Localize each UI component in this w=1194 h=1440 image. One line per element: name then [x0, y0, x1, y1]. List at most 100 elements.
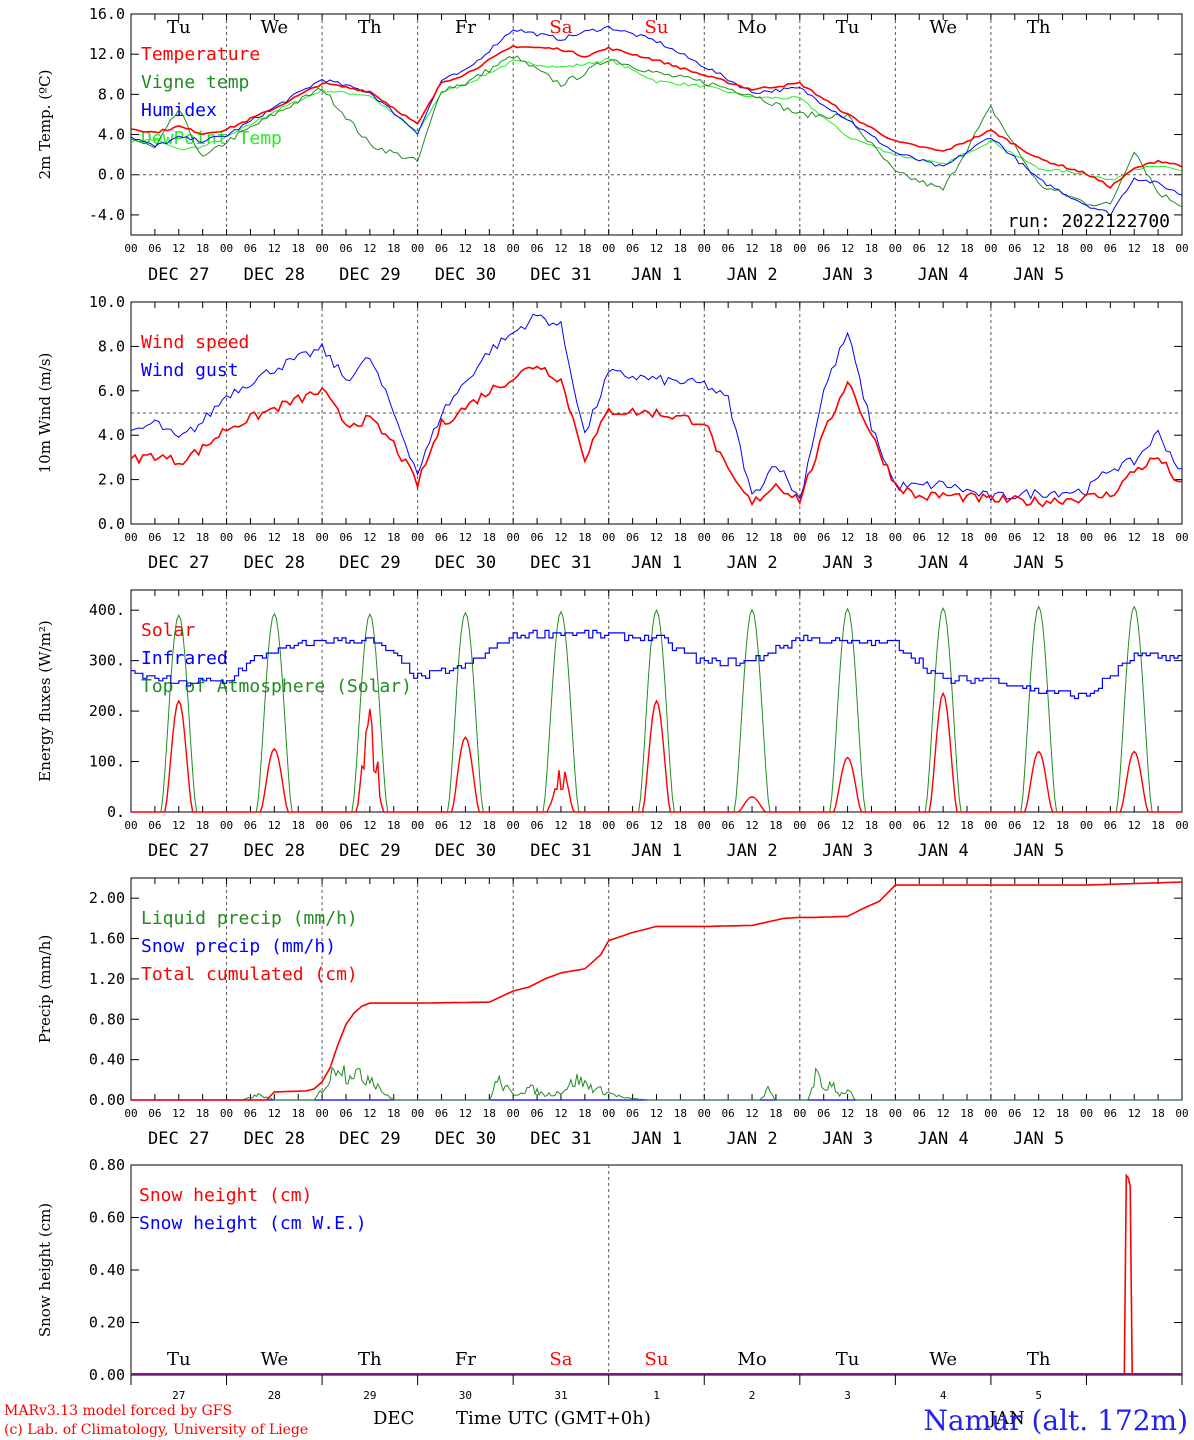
- date-label: JAN 1: [631, 553, 682, 573]
- hour-tick-label: 00: [698, 531, 711, 544]
- hour-tick-label: 06: [626, 242, 639, 255]
- weekday-label: Tu: [836, 17, 860, 38]
- date-label: JAN 3: [822, 841, 873, 861]
- hour-tick-label: 00: [698, 819, 711, 832]
- hour-tick-label: 18: [865, 242, 878, 255]
- month-label-jan: JAN: [987, 1408, 1025, 1429]
- hour-tick-label: 12: [172, 819, 185, 832]
- hour-tick-label: 06: [1008, 242, 1021, 255]
- hour-tick-label: 18: [865, 1107, 878, 1120]
- y-tick-label: -4.0: [89, 206, 125, 224]
- hour-tick-label: 06: [1008, 1107, 1021, 1120]
- hour-tick-label: 06: [244, 531, 257, 544]
- hour-tick-label: 06: [435, 819, 448, 832]
- hour-tick-label: 00: [1080, 1107, 1093, 1120]
- day-number-label: 5: [1035, 1389, 1042, 1402]
- legend-entry: Snow precip (mm/h): [141, 936, 336, 957]
- legend-entry: Wind gust: [141, 360, 239, 381]
- hour-tick-label: 18: [674, 242, 687, 255]
- hour-tick-label: 18: [769, 531, 782, 544]
- day-number-label: 29: [363, 1389, 376, 1402]
- hour-tick-label: 06: [1104, 819, 1117, 832]
- y-axis-label: 2m Temp. (ºC): [36, 70, 54, 180]
- hour-tick-label: 12: [459, 819, 472, 832]
- legend-entry: Snow height (cm): [139, 1185, 312, 1206]
- y-tick-label: 8.0: [98, 337, 125, 355]
- hour-tick-label: 00: [411, 242, 424, 255]
- hour-tick-label: 00: [411, 1107, 424, 1120]
- hour-tick-label: 06: [817, 531, 830, 544]
- legend-entry: Infrared: [141, 648, 228, 669]
- hour-tick-label: 12: [937, 819, 950, 832]
- hour-tick-label: 06: [626, 531, 639, 544]
- hour-tick-label: 06: [722, 242, 735, 255]
- hour-tick-label: 18: [196, 531, 209, 544]
- date-label: DEC 27: [148, 553, 209, 573]
- hour-tick-label: 06: [1008, 531, 1021, 544]
- hour-tick-label: 18: [674, 819, 687, 832]
- hour-tick-label: 06: [722, 819, 735, 832]
- hour-tick-label: 18: [578, 819, 591, 832]
- date-label: JAN 4: [918, 553, 969, 573]
- date-label: DEC 28: [244, 265, 305, 285]
- hour-tick-label: 12: [172, 531, 185, 544]
- hour-tick-label: 12: [459, 1107, 472, 1120]
- weekday-label: Th: [1027, 17, 1051, 38]
- weekday-label: Mo: [737, 17, 766, 38]
- hour-tick-label: 18: [483, 242, 496, 255]
- hour-tick-label: 00: [602, 1107, 615, 1120]
- hour-tick-label: 12: [363, 242, 376, 255]
- hour-tick-label: 12: [745, 242, 758, 255]
- hour-tick-label: 00: [507, 1107, 520, 1120]
- hour-tick-label: 18: [674, 1107, 687, 1120]
- hour-tick-label: 06: [530, 531, 543, 544]
- hour-tick-label: 12: [363, 531, 376, 544]
- hour-tick-label: 12: [172, 242, 185, 255]
- date-label: JAN 4: [918, 1129, 969, 1149]
- hour-tick-label: 18: [292, 242, 305, 255]
- hour-tick-label: 18: [960, 531, 973, 544]
- hour-tick-label: 06: [339, 242, 352, 255]
- hour-tick-label: 18: [1151, 819, 1164, 832]
- legend-entry: Liquid precip (mm/h): [141, 908, 358, 929]
- hour-tick-label: 06: [435, 1107, 448, 1120]
- y-tick-label: 0.40: [89, 1261, 125, 1279]
- y-tick-label: 6.0: [98, 382, 125, 400]
- hour-tick-label: 00: [315, 531, 328, 544]
- model-credit: MARv3.13 model forced by GFS: [4, 1403, 232, 1419]
- hour-tick-label: 12: [650, 531, 663, 544]
- hour-tick-label: 06: [530, 1107, 543, 1120]
- hour-tick-label: 06: [244, 1107, 257, 1120]
- hour-tick-label: 18: [1151, 1107, 1164, 1120]
- hour-tick-label: 06: [913, 242, 926, 255]
- hour-tick-label: 12: [841, 242, 854, 255]
- day-number-label: 31: [554, 1389, 567, 1402]
- hour-tick-label: 06: [1104, 1107, 1117, 1120]
- hour-tick-label: 00: [889, 242, 902, 255]
- hour-tick-label: 06: [817, 242, 830, 255]
- date-label: DEC 30: [435, 841, 496, 861]
- hour-tick-label: 12: [268, 242, 281, 255]
- y-tick-label: 0.0: [98, 515, 125, 533]
- hour-tick-label: 06: [339, 531, 352, 544]
- y-tick-label: 12.0: [89, 45, 125, 63]
- hour-tick-label: 12: [937, 1107, 950, 1120]
- hour-tick-label: 06: [722, 1107, 735, 1120]
- weekday-label: Sa: [549, 1349, 572, 1370]
- hour-tick-label: 06: [817, 819, 830, 832]
- date-label: JAN 1: [631, 1129, 682, 1149]
- hour-tick-label: 12: [650, 242, 663, 255]
- date-label: JAN 5: [1013, 841, 1064, 861]
- panel-3: 400. 300. 200. 100. 0. Energy fluxes (W/m²) 00…: [36, 589, 1189, 861]
- hour-tick-label: 18: [387, 242, 400, 255]
- y-tick-label: 0.80: [89, 1010, 125, 1028]
- hour-tick-label: 00: [984, 1107, 997, 1120]
- hour-tick-label: 00: [889, 531, 902, 544]
- hour-tick-label: 12: [1128, 1107, 1141, 1120]
- date-label: JAN 5: [1013, 553, 1064, 573]
- hour-tick-label: 00: [507, 819, 520, 832]
- hour-tick-label: 06: [913, 531, 926, 544]
- hour-tick-label: 06: [626, 819, 639, 832]
- date-label: JAN 3: [822, 1129, 873, 1149]
- series-line-green: [130, 55, 1183, 208]
